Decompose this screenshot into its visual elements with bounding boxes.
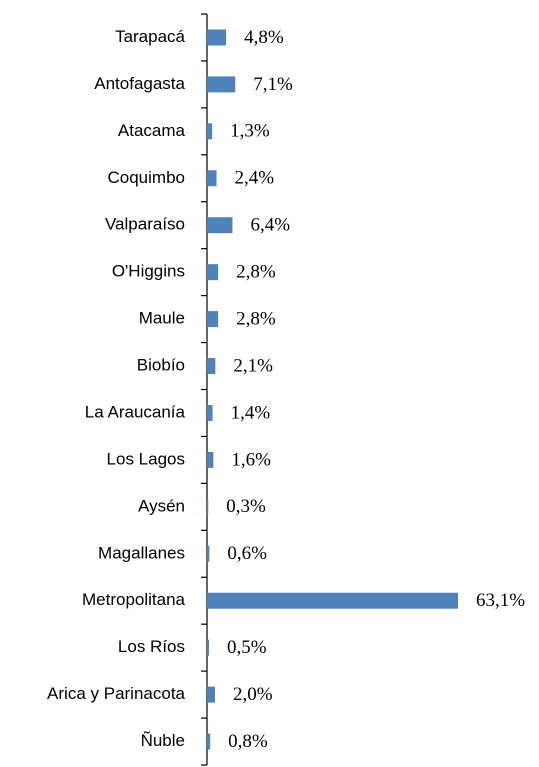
category-label: Valparaíso <box>105 215 185 234</box>
value-label: 7,1% <box>253 74 293 95</box>
bar <box>207 123 213 140</box>
category-label: Los Lagos <box>107 449 185 468</box>
category-label: La Araucanía <box>85 402 186 421</box>
category-label: Antofagasta <box>94 74 185 93</box>
category-label: Biobío <box>137 356 185 375</box>
bar <box>207 404 213 421</box>
value-label: 0,3% <box>226 496 266 517</box>
value-label: 2,8% <box>236 262 276 283</box>
value-label: 2,4% <box>235 168 275 189</box>
value-label: 0,5% <box>227 637 267 658</box>
value-label: 0,6% <box>227 543 267 564</box>
bar <box>207 733 211 750</box>
bar <box>207 498 209 515</box>
bar <box>207 217 233 234</box>
bar <box>207 451 214 468</box>
value-label: 6,4% <box>250 215 290 236</box>
category-label: Tarapacá <box>115 27 185 46</box>
value-label: 2,1% <box>233 355 273 376</box>
value-label: 4,8% <box>244 27 284 48</box>
bar <box>207 76 236 93</box>
category-label: O'Higgins <box>112 262 185 281</box>
bar <box>207 358 216 375</box>
category-label: Metropolitana <box>82 590 186 609</box>
category-label: Los Ríos <box>118 637 185 656</box>
bar <box>207 639 209 656</box>
category-label: Coquimbo <box>108 168 186 187</box>
bar <box>207 311 219 328</box>
value-label: 0,8% <box>228 731 268 752</box>
value-label: 2,8% <box>236 308 276 329</box>
value-label: 63,1% <box>476 590 525 611</box>
category-label: Ñuble <box>141 731 185 750</box>
bar <box>207 592 458 609</box>
category-label: Aysén <box>138 496 185 515</box>
category-label: Atacama <box>118 121 186 140</box>
value-label: 2,0% <box>233 684 273 705</box>
category-label: Arica y Parinacota <box>47 684 185 703</box>
bar <box>207 170 217 187</box>
bar <box>207 264 219 281</box>
bar <box>207 29 227 46</box>
category-label: Maule <box>139 309 185 328</box>
category-label: Magallanes <box>98 543 185 562</box>
value-label: 1,4% <box>231 402 271 423</box>
bar <box>207 686 215 703</box>
bar <box>207 545 210 562</box>
value-label: 1,3% <box>230 121 270 142</box>
value-label: 1,6% <box>231 449 271 470</box>
